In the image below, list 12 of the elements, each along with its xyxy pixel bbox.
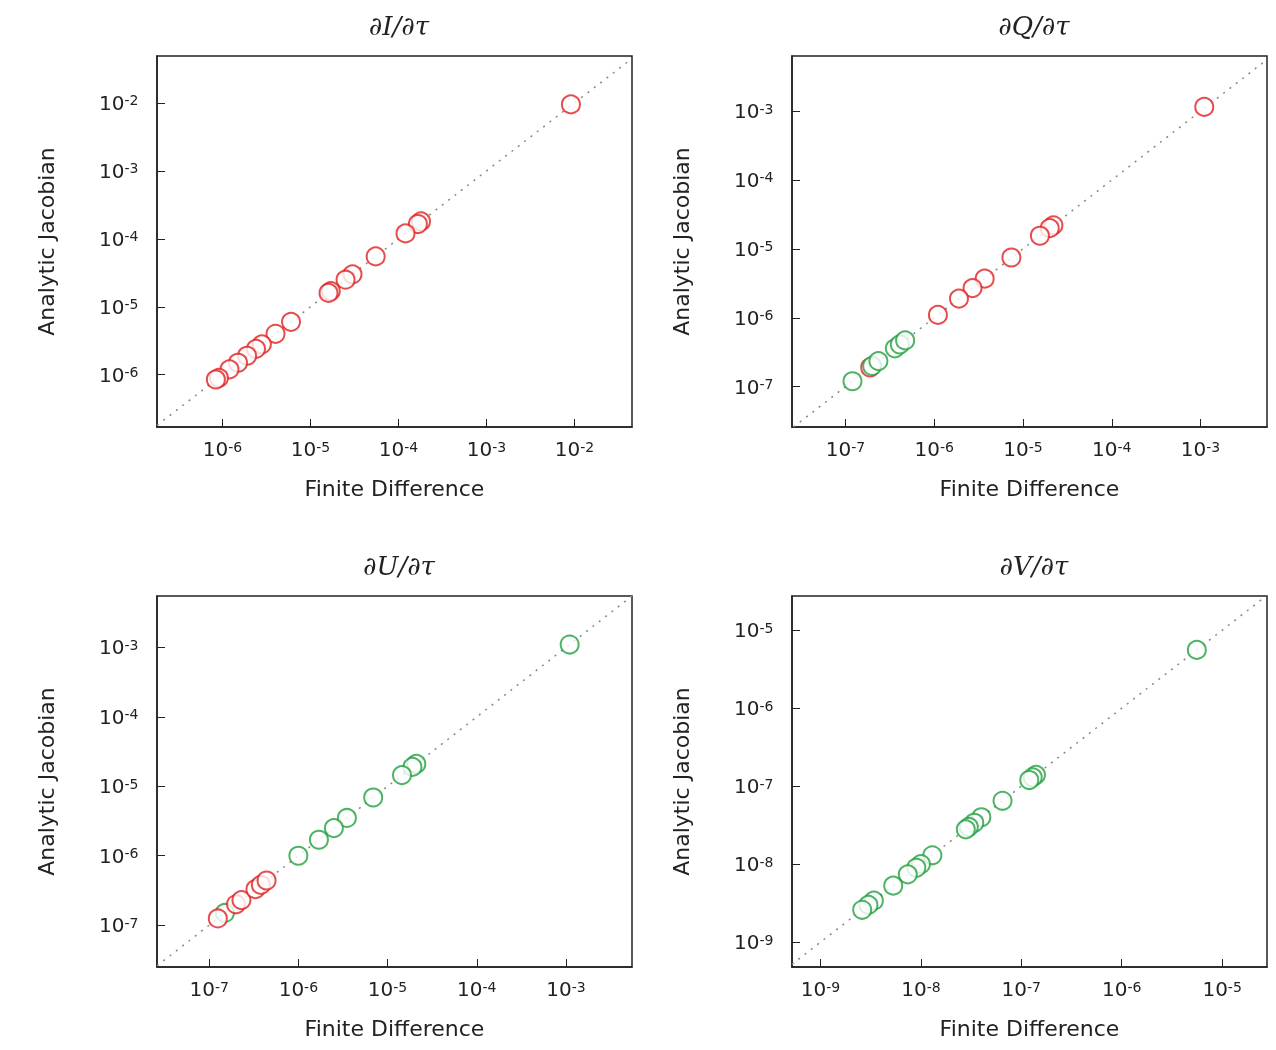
x-axis-title: Finite Difference [939,475,1120,501]
y-axis-title: Analytic Jacobian [668,687,694,876]
x-axis-title: Finite Difference [304,1015,485,1041]
chart-title: ∂I/∂τ [368,11,430,41]
x-axis-title: Finite Difference [304,475,485,501]
chart-title: ∂U/∂τ [363,551,436,581]
y-axis-title: Analytic Jacobian [33,687,59,876]
y-axis-title: Analytic Jacobian [33,147,59,336]
chart-title: ∂V/∂τ [999,551,1070,581]
chart-title: ∂Q/∂τ [998,11,1071,41]
y-axis-title: Analytic Jacobian [668,147,694,336]
x-axis-title: Finite Difference [939,1015,1120,1041]
